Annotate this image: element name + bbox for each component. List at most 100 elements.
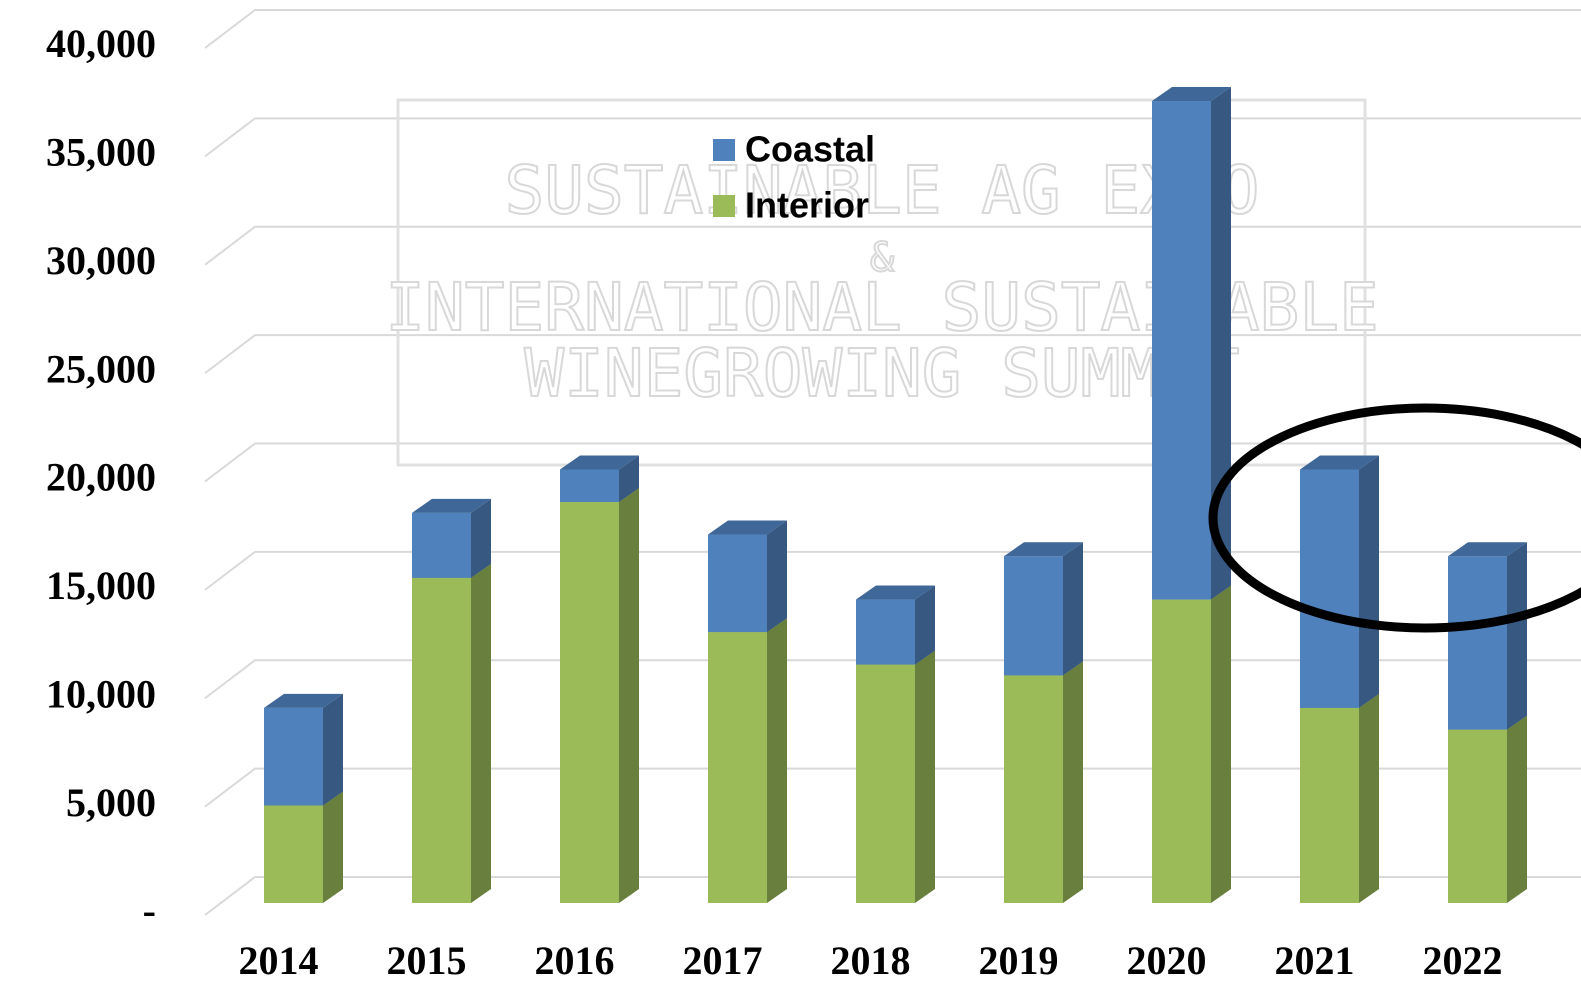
legend-label: Coastal xyxy=(745,129,875,170)
x-tick-label: 2020 xyxy=(1127,938,1207,983)
bar-front xyxy=(560,502,619,903)
bar-segment xyxy=(1004,661,1083,903)
legend-swatch xyxy=(713,139,735,161)
bar-side xyxy=(1211,585,1231,903)
bar-segment xyxy=(856,585,935,665)
x-tick-label: 2018 xyxy=(831,938,911,983)
bar-segment xyxy=(856,650,935,903)
bar-side xyxy=(471,563,491,903)
watermark: SUSTAINABLE AG EXPO xyxy=(505,152,1260,229)
bar-segment xyxy=(708,618,787,903)
bar-segment xyxy=(560,455,639,503)
bar-segment xyxy=(560,488,639,903)
bar-front xyxy=(856,664,915,903)
bar-front xyxy=(1152,101,1211,600)
bar-side xyxy=(619,455,639,503)
grid-line xyxy=(204,876,1581,916)
bar-front xyxy=(708,534,767,633)
bar-front xyxy=(708,632,767,903)
grid-line xyxy=(204,9,1581,49)
bar-top xyxy=(1152,87,1231,102)
bar-front xyxy=(264,707,323,806)
y-tick-label: 30,000 xyxy=(46,238,156,283)
x-tick-label: 2014 xyxy=(239,938,319,983)
y-tick-label: 20,000 xyxy=(46,455,156,500)
bar-front xyxy=(1448,729,1507,903)
grid-line xyxy=(204,225,1581,266)
watermark: & xyxy=(870,235,894,281)
bar-side xyxy=(323,693,343,806)
bar-top xyxy=(1300,455,1379,470)
x-tick-label: 2017 xyxy=(683,938,763,983)
bar-front xyxy=(1004,556,1063,676)
bar-segment xyxy=(1152,87,1231,600)
grid-line xyxy=(204,659,1581,700)
grid-line xyxy=(204,117,1581,158)
bar-top xyxy=(264,693,343,708)
bar-front xyxy=(264,805,323,903)
bar-side xyxy=(1063,661,1083,903)
grid-line xyxy=(204,767,1581,808)
bar-side xyxy=(1063,542,1083,676)
watermark: WINEGROWING SUMMIT xyxy=(524,335,1239,412)
bar-front xyxy=(856,599,915,665)
bar-segment xyxy=(412,498,491,578)
y-tick-label: 25,000 xyxy=(46,346,156,391)
bar-top xyxy=(856,585,935,600)
bar-top xyxy=(708,520,787,535)
bar-front xyxy=(1152,599,1211,903)
grid-line xyxy=(204,442,1581,483)
bar-segment xyxy=(264,791,343,903)
bar-front xyxy=(1300,707,1359,903)
bar-side xyxy=(915,650,935,903)
bar-front xyxy=(1004,675,1063,903)
bar-top xyxy=(412,498,491,513)
bar-side xyxy=(323,791,343,903)
bar-segment xyxy=(708,520,787,633)
grid-line xyxy=(204,550,1581,591)
y-tick-label: 5,000 xyxy=(66,780,156,825)
bar-front xyxy=(412,512,471,578)
grid: - 5,000 10,000 15,000 20,000 25,000 30,000 35,0… xyxy=(46,9,1581,933)
bar-segment xyxy=(412,563,491,903)
x-tick-label: 2021 xyxy=(1275,938,1355,983)
bar-side xyxy=(1359,455,1379,708)
legend-swatch xyxy=(713,195,735,217)
bar-segment xyxy=(1448,715,1527,903)
bar-front xyxy=(560,469,619,503)
bar-segment xyxy=(1300,455,1379,708)
bar-side xyxy=(767,618,787,903)
bar-side xyxy=(1507,542,1527,730)
bar-front xyxy=(1448,556,1507,730)
grid-line xyxy=(204,334,1581,374)
bar-front xyxy=(412,577,471,903)
bar-side xyxy=(915,585,935,665)
bar-side xyxy=(619,488,639,903)
bar-side xyxy=(1211,87,1231,600)
x-tick-label: 2022 xyxy=(1423,938,1503,983)
x-tick-label: 2016 xyxy=(535,938,615,983)
legend-label: Interior xyxy=(745,185,869,226)
y-tick-label: 15,000 xyxy=(46,563,156,608)
watermark-box xyxy=(396,98,1367,467)
bars: 2014 2015 2016 2017 2018 2019 2020 2021 2022 xyxy=(239,87,1527,983)
y-tick-label: 10,000 xyxy=(46,671,156,716)
bar-side xyxy=(471,498,491,578)
bar-side xyxy=(1507,715,1527,903)
y-tick-label: 40,000 xyxy=(46,21,156,66)
legend: Coastal Interior xyxy=(713,129,875,226)
bar-segment xyxy=(1004,542,1083,676)
highlight-ellipse xyxy=(1208,403,1581,633)
y-tick-label: 35,000 xyxy=(46,130,156,175)
bar-segment xyxy=(264,693,343,806)
bar-top xyxy=(1004,542,1083,557)
bar-front xyxy=(1300,469,1359,708)
y-tick-label: - xyxy=(143,888,156,933)
bar-side xyxy=(1359,693,1379,903)
x-tick-label: 2019 xyxy=(979,938,1059,983)
bar-segment xyxy=(1152,585,1231,903)
bar-segment xyxy=(1300,693,1379,903)
bar-segment xyxy=(1448,542,1527,730)
bar-side xyxy=(767,520,787,633)
